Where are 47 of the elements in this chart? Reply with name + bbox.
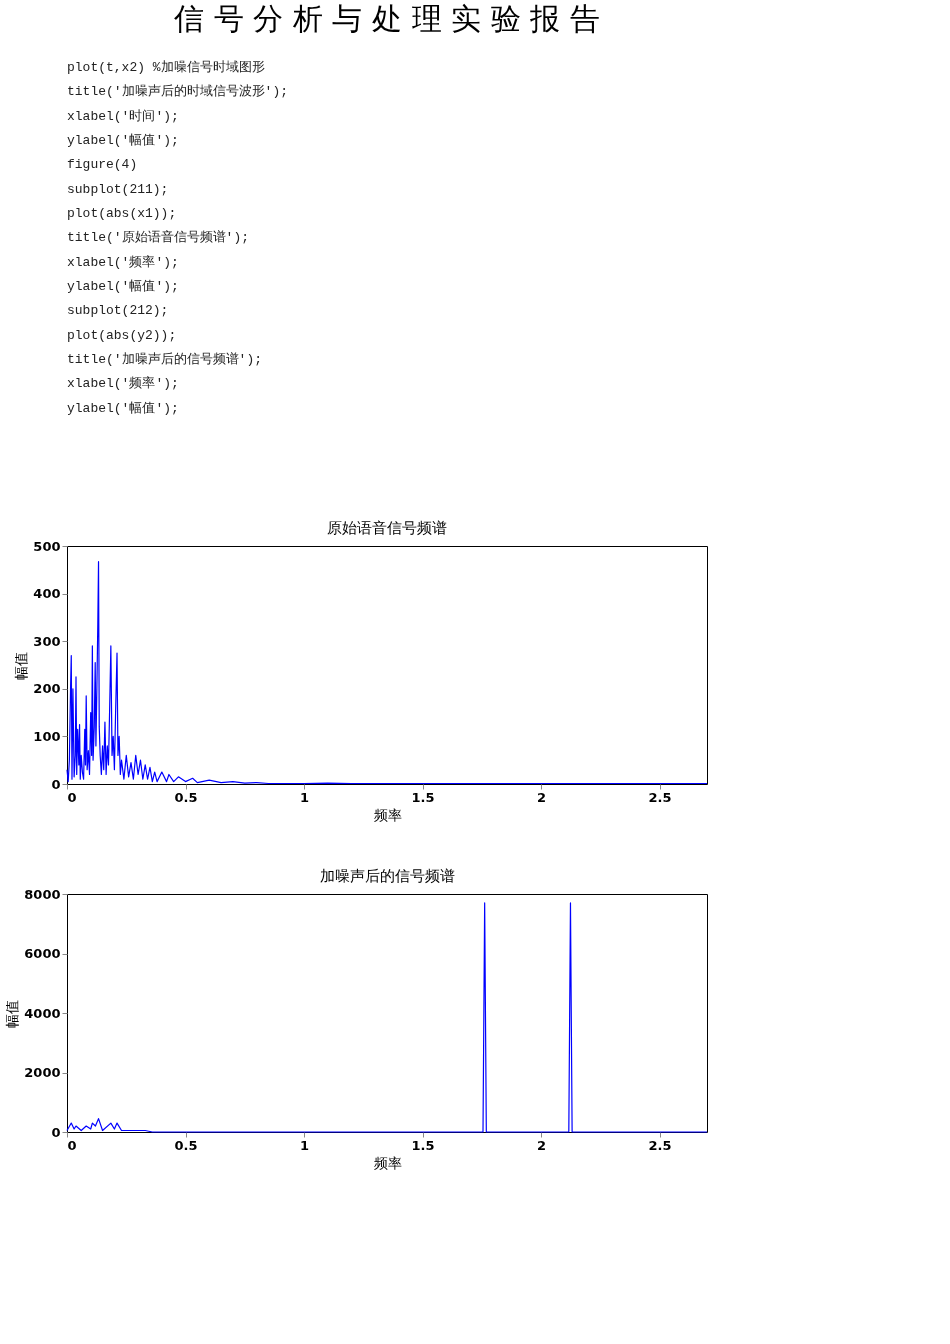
x-tick-label: 1 (300, 1137, 310, 1153)
y-axis-title: 幅值 (13, 651, 30, 680)
text: ylabel('幅值'); (67, 133, 179, 149)
x-tick-label: 2 (537, 1137, 547, 1153)
x-tick-label: 1.5 (411, 789, 435, 805)
y-tick-label: 8000 (24, 886, 61, 902)
y-tick-label: 300 (33, 633, 61, 649)
x-tick-label: 0.5 (174, 1137, 198, 1153)
x-tick-label: 2 (537, 789, 547, 805)
x-tick-label: 2.5 (648, 1137, 672, 1153)
y-tick-label: 2000 (24, 1065, 61, 1080)
text: title('加噪声后的时域信号波形'); (67, 84, 289, 100)
line-series (66, 902, 708, 1133)
text: 信 号 分 析 与 处 理 实 验 报 告 (174, 1, 600, 36)
text: ylabel('幅值'); (67, 400, 179, 416)
x-tick-label: 1 (300, 789, 310, 805)
y-tick-label: 400 (33, 586, 61, 602)
text: title('加噪声后的信号频谱'); (67, 352, 263, 368)
y-tick-label: 4000 (24, 1005, 61, 1021)
x-tick-label: 0.5 (174, 789, 198, 805)
x-tick-label: 2.5 (648, 789, 672, 805)
y-tick-label: 0 (51, 776, 61, 792)
y-axis-title: 幅值 (4, 999, 21, 1028)
text: title('原始语音信号频谱'); (67, 230, 250, 246)
x-tick-label: 0 (67, 1137, 77, 1153)
y-tick-label: 100 (33, 728, 61, 744)
text: xlabel('频率'); (67, 253, 179, 270)
chart-title: 原始语音信号频谱 (327, 519, 447, 537)
text: xlabel('频率'); (67, 375, 179, 392)
x-axis-title: 频率 (373, 806, 402, 823)
line-series (66, 561, 708, 785)
text: plot(abs(y2)); (67, 327, 177, 343)
text: ylabel('幅值'); (67, 279, 179, 295)
text: xlabel('时间'); (67, 108, 179, 124)
y-tick-label: 0 (51, 1124, 61, 1140)
y-tick-label: 200 (33, 681, 61, 697)
text: plot(abs(x1)); (67, 206, 177, 222)
x-tick-label: 1.5 (411, 1137, 435, 1153)
text: subplot(212); (67, 303, 169, 319)
y-tick-label: 500 (33, 538, 61, 554)
text: subplot(211); (67, 181, 169, 197)
x-tick-label: 0 (67, 789, 77, 805)
x-axis-title: 频率 (373, 1154, 402, 1171)
y-tick-label: 6000 (24, 946, 61, 961)
chart-title: 加噪声后的信号频谱 (319, 867, 455, 885)
text: figure(4) (67, 157, 138, 173)
text: plot(t,x2) %加噪信号时域图形 (67, 60, 265, 76)
